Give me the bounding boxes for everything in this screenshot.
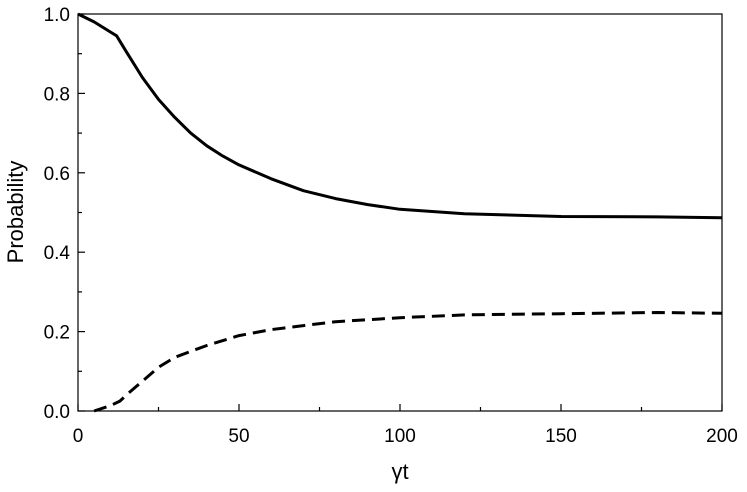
y-tick-label: 0.4: [44, 243, 71, 264]
y-tick-label: 0.0: [44, 402, 70, 423]
y-tick-label: 0.2: [44, 323, 70, 344]
x-tick-label: 200: [706, 426, 738, 447]
x-axis-label: γt: [391, 459, 408, 484]
x-tick-label: 50: [228, 426, 249, 447]
x-tick-label: 100: [384, 426, 416, 447]
solid-series-line: [77, 12, 723, 220]
y-axis: 0.0 0.2 0.4 0.6 0.8 1.0: [44, 5, 85, 423]
y-axis-label: Probability: [3, 161, 28, 264]
y-tick-label: 0.6: [44, 164, 70, 185]
x-tick-label: 150: [545, 426, 577, 447]
x-tick-label: 0: [73, 426, 84, 447]
y-tick-label: 1.0: [44, 5, 70, 26]
x-axis: 0 50 100 150 200: [73, 404, 738, 447]
y-tick-label: 0.8: [44, 84, 70, 105]
dashed-series-line: [93, 311, 723, 413]
series-layer: [77, 12, 723, 413]
plot-area: [77, 13, 723, 412]
